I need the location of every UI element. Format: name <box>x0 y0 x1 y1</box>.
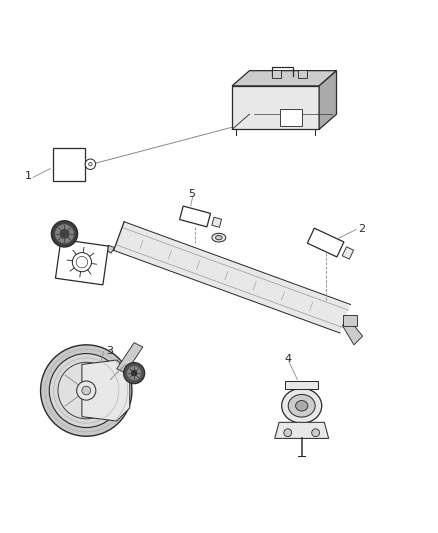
Polygon shape <box>343 316 363 345</box>
Ellipse shape <box>51 221 78 247</box>
Circle shape <box>82 386 91 395</box>
Polygon shape <box>212 217 222 227</box>
Polygon shape <box>117 343 143 373</box>
Text: 4: 4 <box>284 354 291 364</box>
Circle shape <box>284 429 292 437</box>
Text: 1: 1 <box>25 172 32 181</box>
Circle shape <box>49 353 123 427</box>
Circle shape <box>312 429 320 437</box>
Polygon shape <box>232 86 319 130</box>
Ellipse shape <box>296 400 308 411</box>
Polygon shape <box>319 71 336 130</box>
Ellipse shape <box>127 366 141 380</box>
Polygon shape <box>105 245 115 253</box>
Ellipse shape <box>55 225 74 243</box>
Bar <box>298 70 307 78</box>
Bar <box>343 315 357 326</box>
Polygon shape <box>180 206 211 227</box>
Circle shape <box>85 159 95 169</box>
Circle shape <box>41 345 132 436</box>
Text: 5: 5 <box>188 189 195 199</box>
Ellipse shape <box>72 253 92 272</box>
Text: 2: 2 <box>358 224 365 233</box>
Polygon shape <box>275 422 328 439</box>
Ellipse shape <box>288 394 315 417</box>
Polygon shape <box>53 148 85 181</box>
Ellipse shape <box>60 229 69 238</box>
Ellipse shape <box>282 389 322 423</box>
Circle shape <box>77 381 96 400</box>
Ellipse shape <box>131 370 137 376</box>
Polygon shape <box>307 228 344 257</box>
Polygon shape <box>114 222 350 333</box>
Polygon shape <box>232 71 336 86</box>
Polygon shape <box>82 360 130 421</box>
Ellipse shape <box>215 236 222 240</box>
Bar <box>286 382 318 389</box>
Circle shape <box>88 163 92 166</box>
Polygon shape <box>342 247 353 259</box>
Ellipse shape <box>212 233 226 242</box>
Circle shape <box>58 362 115 419</box>
Bar <box>272 70 281 78</box>
Ellipse shape <box>76 256 88 268</box>
Text: 3: 3 <box>106 345 113 356</box>
Polygon shape <box>56 239 108 285</box>
Bar <box>280 109 302 126</box>
Ellipse shape <box>124 362 145 384</box>
